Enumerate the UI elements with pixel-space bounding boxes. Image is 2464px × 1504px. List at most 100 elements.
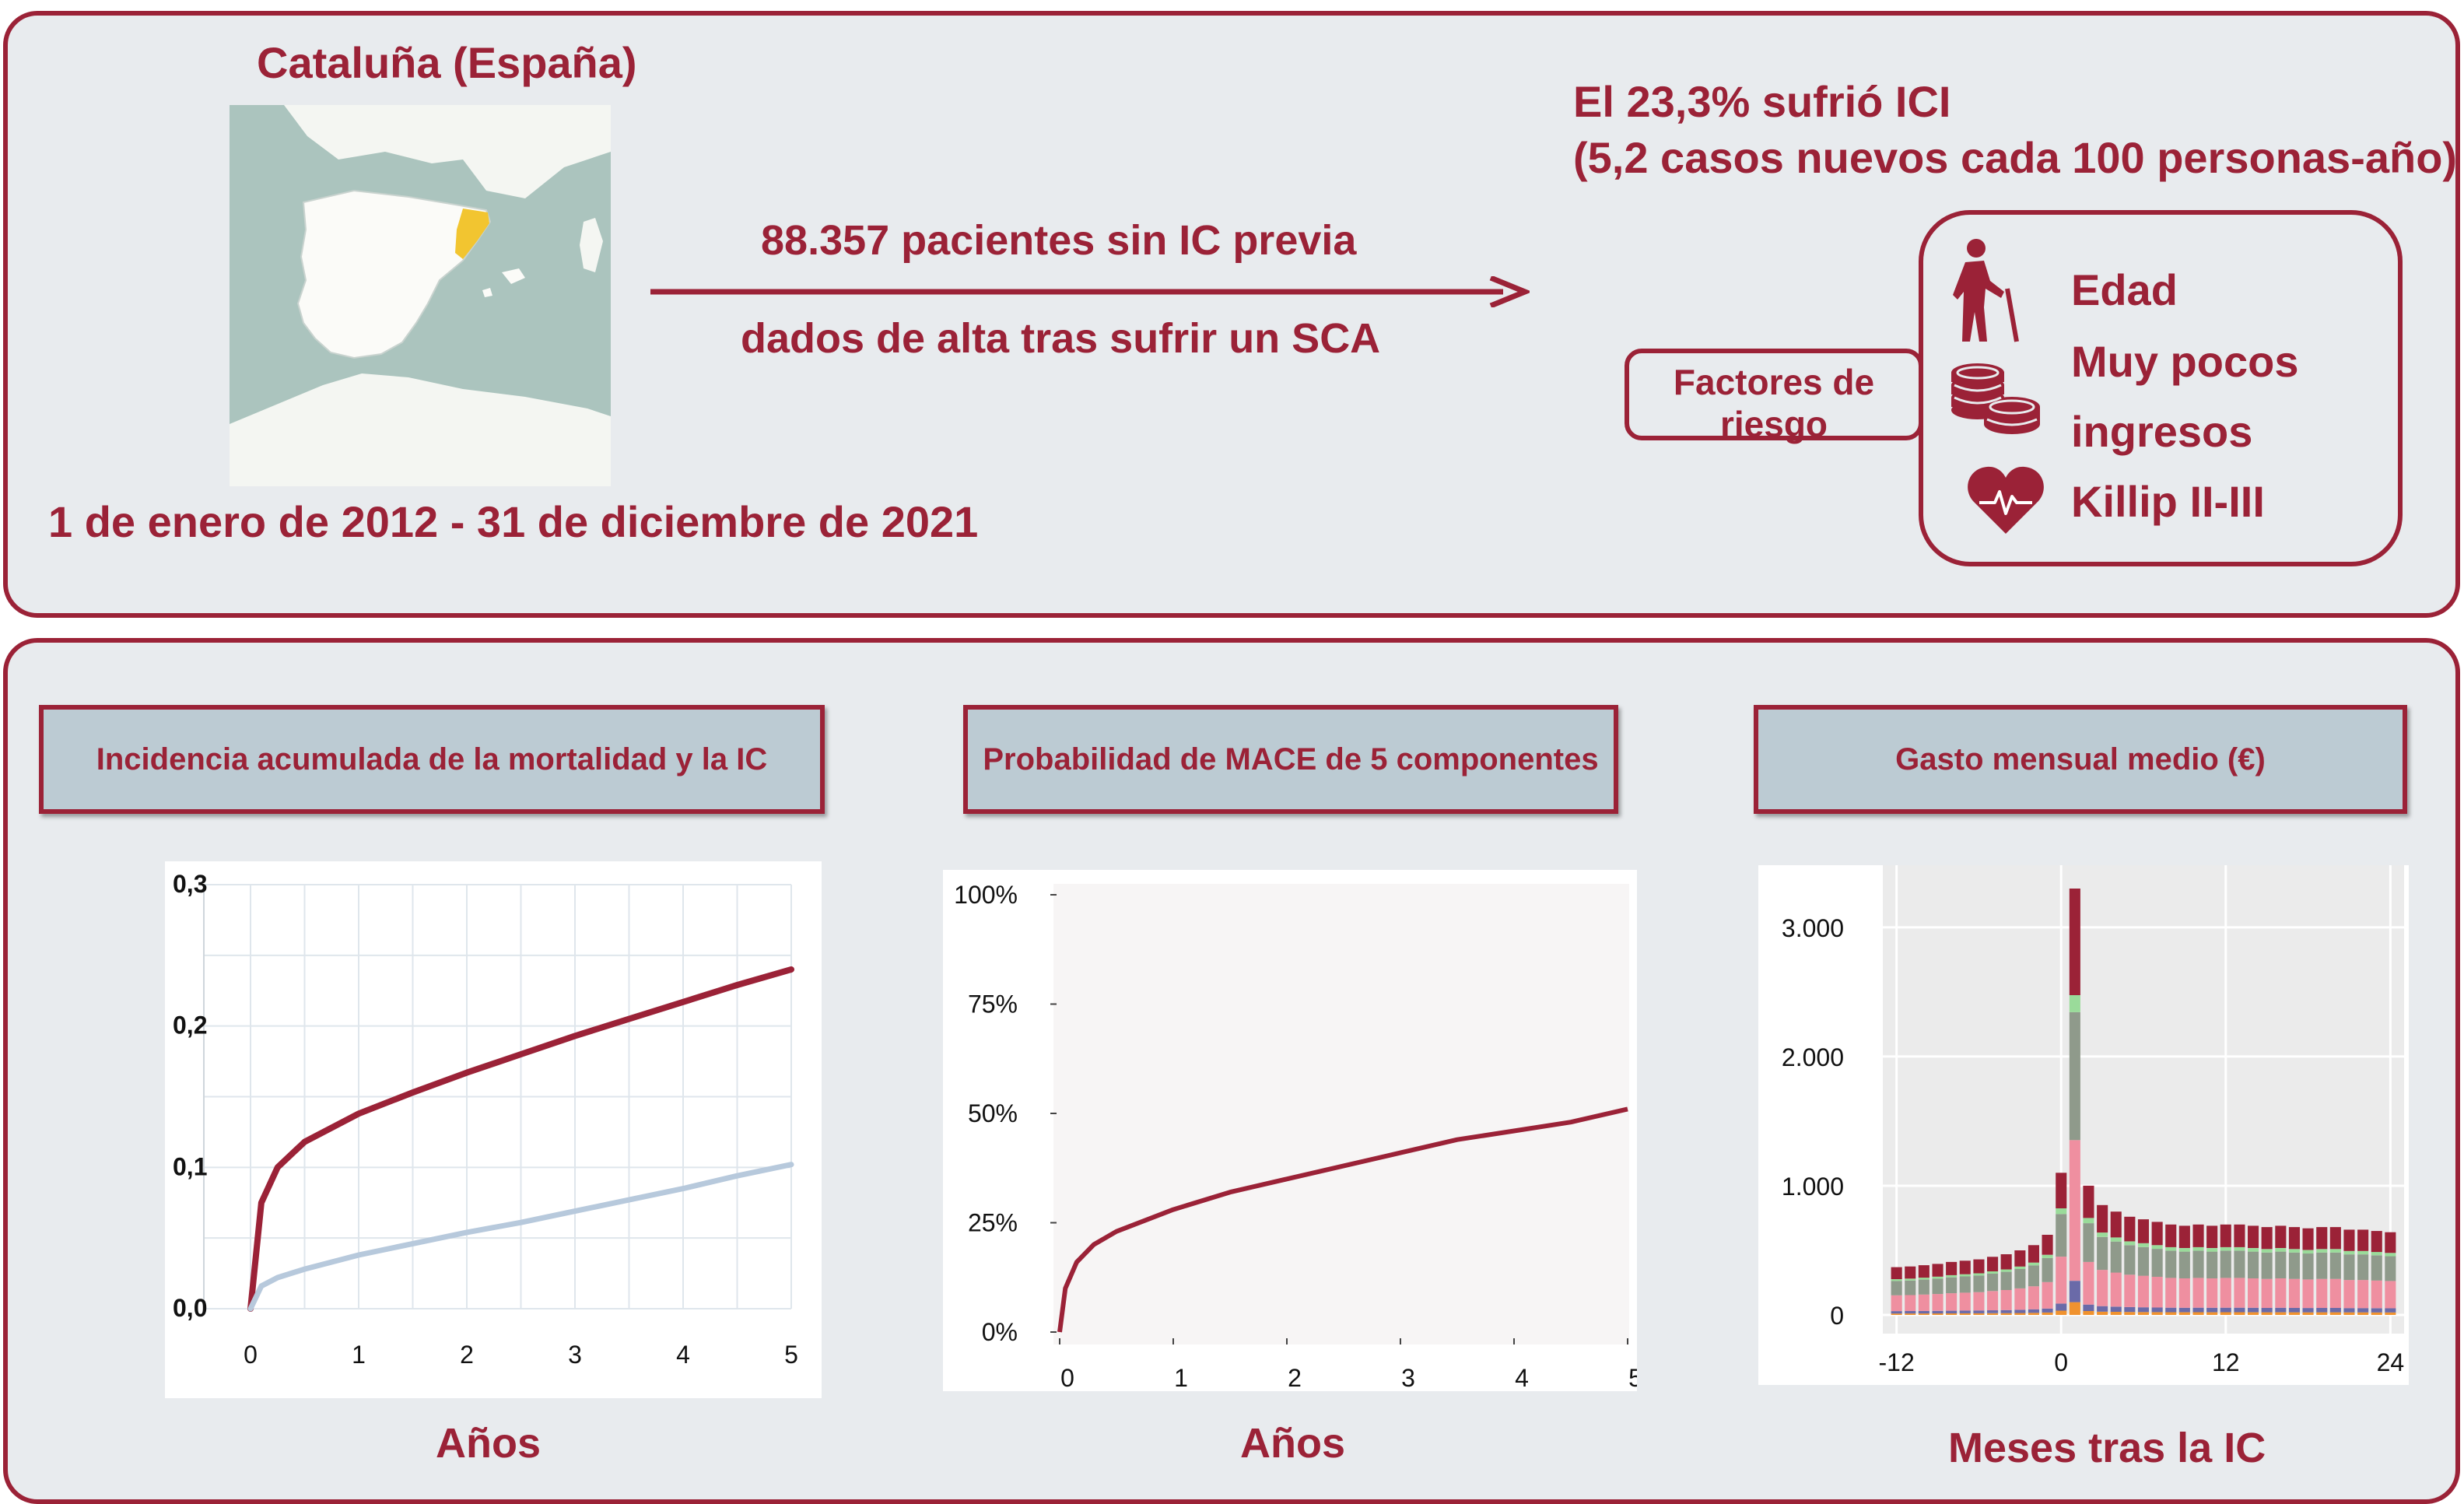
chart-3-bar-segment — [2124, 1216, 2136, 1242]
chart-3-bar-segment — [2124, 1306, 2136, 1313]
chart-3-bar-segment — [2028, 1309, 2039, 1313]
elderly-person-icon — [1953, 239, 2019, 342]
chart-3-bar-segment — [2165, 1312, 2177, 1315]
chart-3-bar-segment — [2000, 1271, 2012, 1290]
chart-3-bar-segment — [1932, 1294, 1944, 1311]
chart-mace-probability: 0% 25% 50% 75% 100% 0 1 2 3 4 5 — [943, 870, 1637, 1391]
chart-3-bar-segment — [2316, 1312, 2328, 1315]
chart-3-bar-segment — [2261, 1249, 2273, 1253]
chart-2-y-tick-label: 100% — [954, 881, 1018, 909]
result-percentage: El 23,3% sufrió ICI — [1573, 77, 1951, 126]
chart-3-bar-segment — [1973, 1273, 1985, 1276]
chart-3-bar-segment — [2343, 1280, 2355, 1309]
chart-3-bar-segment — [2234, 1278, 2245, 1308]
chart-3-x-tick-label: 12 — [2212, 1348, 2240, 1376]
chart-3-bar-segment — [2192, 1312, 2204, 1315]
chart-3-bar-segment — [2083, 1223, 2094, 1262]
chart-3-bar-segment — [2178, 1225, 2190, 1248]
chart-1-y-tick-label: 0,2 — [173, 1011, 207, 1039]
cohort-label: 88.357 pacientes sin IC previa — [761, 217, 1357, 264]
chart-3-bar-segment — [2206, 1225, 2218, 1248]
chart-3-bar-segment — [1932, 1278, 1944, 1295]
risk-factors-label: Factores de riesgo — [1673, 362, 1875, 444]
chart-3-bar-segment — [1987, 1271, 1999, 1274]
chart-3-bar-segment — [2316, 1308, 2328, 1313]
chart-3-bar-segment — [2288, 1252, 2300, 1279]
chart-3-bar-segment — [1891, 1295, 1902, 1312]
chart-3-bar-segment — [1918, 1310, 1929, 1314]
chart-3-bar-segment — [2042, 1254, 2053, 1258]
chart-3-bar-segment — [2137, 1243, 2149, 1247]
chart-3-bar-segment — [2014, 1250, 2026, 1267]
chart-1-x-tick-label: 4 — [676, 1341, 690, 1369]
chart-3-bar-segment — [2385, 1253, 2396, 1257]
chart-3-bar-segment — [2151, 1222, 2163, 1246]
chart-3-bar-segment — [1946, 1313, 1958, 1315]
chart-2-x-tick-label: 1 — [1174, 1364, 1188, 1391]
chart-3-bar-segment — [2000, 1269, 2012, 1272]
chart-3-bar-segment — [2206, 1251, 2218, 1278]
chart-3-bar-segment — [2357, 1254, 2369, 1281]
chart-3-bar-segment — [2042, 1257, 2053, 1282]
chart-3-bar-segment — [1973, 1275, 1985, 1292]
chart-3-bar-segment — [2329, 1278, 2341, 1308]
chart-3-bar-segment — [1918, 1279, 1929, 1295]
chart-3-bar-segment — [2206, 1307, 2218, 1313]
chart-3-bar-segment — [2014, 1269, 2026, 1288]
chart-1-background — [165, 861, 822, 1398]
chart-2-y-tick-label: 75% — [968, 990, 1018, 1018]
chart-cumulative-incidence: 0,0 0,1 0,2 0,3 0 1 2 3 4 5 — [165, 861, 822, 1398]
cohort-sublabel: dados de alta tras sufrir un SCA — [741, 315, 1381, 362]
chart-3-bar-segment — [1918, 1294, 1929, 1311]
chart-3-bar-segment — [2220, 1278, 2231, 1308]
chart-3-bar-segment — [2357, 1280, 2369, 1309]
chart-3-bar-segment — [2371, 1308, 2382, 1313]
chart-3-bar-segment — [2056, 1303, 2067, 1311]
chart-1-x-tick-label: 0 — [244, 1341, 258, 1369]
chart-3-bar-segment — [2137, 1246, 2149, 1276]
chart-3-bar-segment — [2385, 1281, 2396, 1309]
chart-3-bar-segment — [2192, 1250, 2204, 1278]
chart-3-bar-segment — [2371, 1312, 2382, 1315]
chart-2-x-tick-label: 5 — [1628, 1364, 1637, 1391]
chart-3-bar-segment — [1905, 1280, 1916, 1295]
chart-3-bar-segment — [2248, 1225, 2259, 1248]
chart-3-bar-segment — [2288, 1312, 2300, 1315]
chart-3-bar-segment — [1918, 1278, 1929, 1280]
chart-3-bar-segment — [2206, 1248, 2218, 1252]
chart-3-bar-segment — [2371, 1252, 2382, 1256]
chart-3-bar-segment — [2302, 1312, 2314, 1315]
chart-3-bar-segment — [2234, 1250, 2245, 1278]
chart-3-bar-segment — [2165, 1278, 2177, 1308]
chart-3-bar-segment — [2288, 1308, 2300, 1313]
chart-3-bar-segment — [2261, 1278, 2273, 1308]
chart-3-bar-segment — [2151, 1307, 2163, 1313]
chart-3-bar-segment — [2083, 1311, 2094, 1315]
chart-3-bar-segment — [2316, 1278, 2328, 1308]
chart-3-bar-segment — [2206, 1312, 2218, 1315]
chart-3-x-tick-label: 24 — [2377, 1348, 2405, 1376]
chart-3-bar-segment — [1959, 1260, 1971, 1274]
map-icon — [230, 105, 611, 486]
chart-3-bar-segment — [1932, 1276, 1944, 1279]
chart-3-bar-segment — [2261, 1308, 2273, 1313]
chart-3-bar-segment — [2137, 1307, 2149, 1313]
chart-monthly-cost: 0 1.000 2.000 3.000 -12 0 12 24 — [1758, 865, 2409, 1385]
chart-3-bar-segment — [2124, 1274, 2136, 1307]
chart-3-bar-segment — [1959, 1276, 1971, 1293]
chart-3-x-tick-label: -12 — [1879, 1348, 1915, 1376]
chart-3-bar-segment — [2248, 1278, 2259, 1308]
chart-3-bar-segment — [1946, 1274, 1958, 1278]
chart-3-bar-segment — [2275, 1225, 2287, 1248]
chart-3-bar-segment — [1932, 1310, 1944, 1314]
risk-factor-income-line2: ingresos — [2071, 407, 2253, 456]
risk-factor-income-line1: Muy pocos — [2071, 337, 2299, 386]
chart-3-bar-segment — [2371, 1255, 2382, 1281]
chart-3-bar-segment — [2000, 1309, 2012, 1313]
chart-1-y-tick-label: 0,3 — [173, 870, 207, 898]
chart-3-bar-segment — [2083, 1304, 2094, 1311]
chart-3-bar-segment — [1973, 1292, 1985, 1311]
chart-2-y-tick-label: 25% — [968, 1209, 1018, 1237]
chart-3-bar-segment — [1905, 1295, 1916, 1311]
chart-3-bar-segment — [1973, 1313, 1985, 1315]
